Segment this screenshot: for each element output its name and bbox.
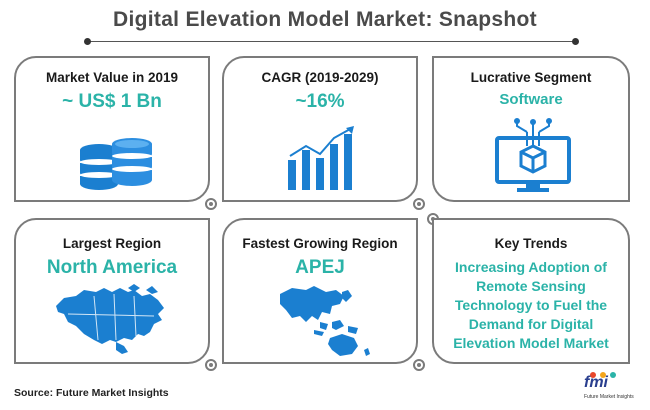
key-trends-text: Increasing Adoption of Remote Sensing Te… <box>434 258 628 353</box>
connector-node <box>413 359 425 371</box>
fmi-logo: fmi Future Market Insights <box>584 372 638 406</box>
asia-pacific-map-icon <box>280 286 370 356</box>
segment-card: Lucrative Segment Software <box>432 56 630 202</box>
fastest-region-value: APEJ <box>295 257 345 278</box>
logo-subtext: Future Market Insights <box>584 394 634 400</box>
fastest-region-card: Fastest Growing Region APEJ <box>222 218 418 364</box>
page-title: Digital Elevation Model Market: Snapshot <box>113 8 537 31</box>
key-trends-card: Key Trends Increasing Adoption of Remote… <box>432 218 630 364</box>
cagr-card: CAGR (2019-2029) ~16% <box>222 56 418 202</box>
monitor-circuit-icon <box>495 118 571 192</box>
divider-dot-right <box>572 38 579 45</box>
largest-region-label: Largest Region <box>62 236 162 251</box>
source-note: Source: Future Market Insights <box>14 387 169 399</box>
connector-node <box>205 359 217 371</box>
trend-line: Demand for Digital <box>468 316 594 332</box>
logo-dot <box>600 372 606 378</box>
segment-label: Lucrative Segment <box>470 70 592 85</box>
largest-region-value: North America <box>46 257 178 278</box>
logo-dot <box>590 372 596 378</box>
logo-text: fmi <box>584 374 608 391</box>
market-value-value: ~ US$ 1 Bn <box>62 91 162 112</box>
fastest-region-label: Fastest Growing Region <box>242 236 398 251</box>
connector-node <box>205 198 217 210</box>
trend-line: Remote Sensing <box>476 278 586 294</box>
divider-dot-left <box>84 38 91 45</box>
title-divider <box>86 41 576 42</box>
market-value-card: Market Value in 2019 ~ US$ 1 Bn <box>14 56 210 202</box>
logo-dot <box>610 372 616 378</box>
cagr-value: ~16% <box>295 91 345 112</box>
segment-value: Software <box>499 91 563 108</box>
north-america-map-icon <box>56 284 164 354</box>
trend-line: Increasing Adoption of <box>455 259 607 275</box>
cagr-label: CAGR (2019-2029) <box>261 70 379 85</box>
market-value-label: Market Value in 2019 <box>45 70 179 85</box>
trend-line: Elevation Model Market <box>453 335 609 351</box>
database-icon <box>80 138 152 190</box>
largest-region-card: Largest Region North America <box>14 218 210 364</box>
key-trends-label: Key Trends <box>494 236 568 251</box>
bar-chart-icon <box>288 126 354 190</box>
connector-node <box>413 198 425 210</box>
trend-line: Technology to Fuel the <box>454 297 608 313</box>
